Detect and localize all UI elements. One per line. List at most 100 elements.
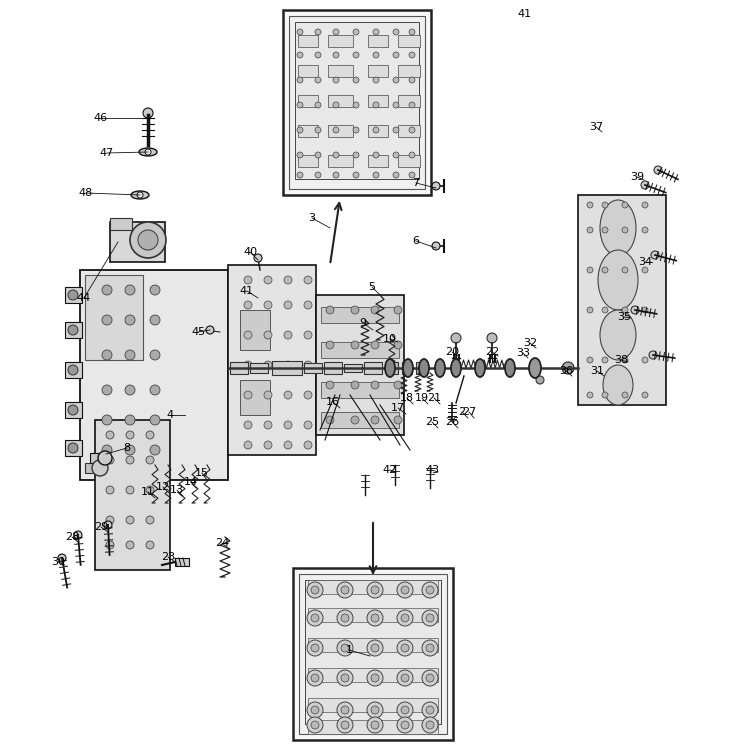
Circle shape (371, 306, 379, 314)
Circle shape (622, 267, 628, 273)
Circle shape (304, 276, 312, 284)
Circle shape (264, 391, 272, 399)
Circle shape (106, 486, 114, 494)
Text: 9: 9 (359, 318, 367, 328)
Circle shape (367, 582, 383, 598)
Bar (250, 363, 268, 373)
Circle shape (98, 451, 112, 465)
Circle shape (642, 357, 648, 363)
Bar (110, 222, 165, 262)
Circle shape (304, 361, 312, 369)
Circle shape (409, 52, 415, 58)
Circle shape (102, 350, 112, 360)
Text: 11: 11 (141, 487, 155, 497)
Text: 38: 38 (614, 355, 628, 365)
Text: 25: 25 (425, 417, 439, 427)
Circle shape (642, 392, 648, 398)
Text: 6: 6 (413, 236, 420, 246)
Circle shape (373, 29, 379, 35)
Ellipse shape (600, 310, 636, 360)
Circle shape (126, 431, 134, 439)
Circle shape (367, 670, 383, 686)
Circle shape (145, 149, 151, 155)
Text: 32: 32 (523, 338, 537, 348)
Circle shape (244, 421, 252, 429)
Circle shape (315, 102, 321, 108)
Circle shape (315, 172, 321, 178)
Bar (228, 265, 316, 455)
Circle shape (68, 405, 78, 415)
Circle shape (622, 392, 628, 398)
Text: 45: 45 (191, 327, 205, 337)
Circle shape (401, 644, 409, 652)
Circle shape (146, 456, 154, 464)
Circle shape (393, 77, 399, 83)
Bar (398, 35, 420, 47)
Bar (388, 362, 398, 374)
Bar (240, 310, 270, 350)
Text: 1: 1 (345, 645, 352, 655)
Circle shape (587, 227, 593, 233)
Text: 48: 48 (79, 188, 93, 198)
Circle shape (587, 357, 593, 363)
Circle shape (244, 361, 252, 369)
Circle shape (422, 640, 438, 656)
Circle shape (351, 341, 359, 349)
Bar (578, 195, 666, 405)
Circle shape (326, 416, 334, 424)
Circle shape (422, 582, 438, 598)
Ellipse shape (403, 359, 413, 377)
Bar (364, 362, 382, 374)
Circle shape (371, 381, 379, 389)
Ellipse shape (505, 359, 515, 377)
Circle shape (126, 486, 134, 494)
Circle shape (304, 301, 312, 309)
Text: 18: 18 (400, 393, 414, 403)
Text: 20: 20 (445, 347, 459, 357)
Bar (175, 558, 189, 566)
Circle shape (337, 610, 353, 626)
Circle shape (649, 351, 657, 359)
Text: 12: 12 (156, 482, 170, 492)
Bar (110, 218, 132, 230)
Circle shape (397, 610, 413, 626)
Bar (230, 362, 248, 374)
Circle shape (68, 290, 78, 300)
Ellipse shape (385, 359, 395, 377)
Text: 33: 33 (516, 348, 530, 358)
Circle shape (397, 582, 413, 598)
Bar (344, 364, 362, 372)
Circle shape (642, 227, 648, 233)
Circle shape (422, 717, 438, 733)
Bar (298, 65, 318, 77)
Circle shape (602, 357, 608, 363)
Bar (298, 35, 318, 47)
Circle shape (341, 706, 349, 714)
Bar (298, 155, 318, 167)
Circle shape (422, 702, 438, 718)
Circle shape (146, 486, 154, 494)
Text: 22: 22 (485, 347, 499, 357)
Text: 13: 13 (170, 485, 184, 495)
Circle shape (74, 531, 82, 539)
Circle shape (297, 127, 303, 133)
Circle shape (244, 276, 252, 284)
Circle shape (451, 333, 461, 343)
Circle shape (602, 202, 608, 208)
Text: 8: 8 (123, 443, 131, 453)
Bar (283, 10, 431, 195)
Circle shape (297, 102, 303, 108)
Bar (368, 65, 388, 77)
Bar (321, 342, 399, 358)
Ellipse shape (530, 359, 540, 377)
Circle shape (353, 29, 359, 35)
Circle shape (642, 202, 648, 208)
Circle shape (341, 586, 349, 594)
Circle shape (337, 702, 353, 718)
Circle shape (143, 108, 153, 118)
Circle shape (244, 441, 252, 449)
Circle shape (254, 254, 262, 262)
Bar (272, 361, 302, 375)
Text: 21: 21 (427, 393, 441, 403)
Circle shape (371, 644, 379, 652)
